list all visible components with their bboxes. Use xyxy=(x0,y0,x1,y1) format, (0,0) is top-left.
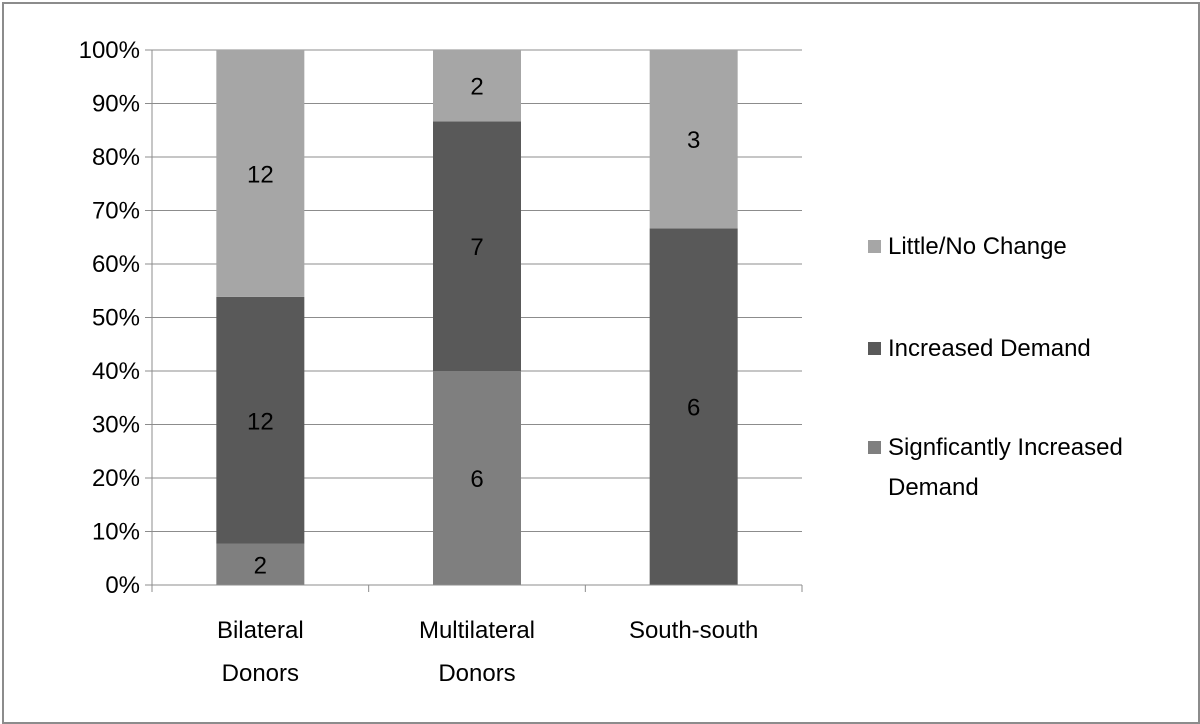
y-tick-label: 0% xyxy=(105,572,140,599)
y-tick-label: 50% xyxy=(92,305,140,332)
x-category-line: Donors xyxy=(222,660,299,687)
bar-segment xyxy=(216,543,305,585)
legend-label: Signficantly Increased Demand xyxy=(888,434,1123,501)
legend-label-line: Signficantly Increased xyxy=(888,434,1123,461)
legend-swatch xyxy=(868,441,881,454)
y-tick-label: 70% xyxy=(92,198,140,225)
data-label: 7 xyxy=(470,234,483,261)
legend-label: Increased Demand xyxy=(888,335,1091,362)
y-axis: 0% 10% 20% 30% 40% 50% 60% 70% 80% 90% 100% xyxy=(79,37,153,599)
bar-segment xyxy=(216,50,305,297)
bar-segment xyxy=(649,228,738,586)
x-category-line: South-south xyxy=(629,617,758,644)
data-label: 12 xyxy=(247,408,274,435)
x-category-label: Multilateral Donors xyxy=(419,617,535,687)
x-axis: Bilateral Donors Multilateral Donors South-s… xyxy=(151,584,803,687)
legend-swatch xyxy=(868,240,881,253)
x-category-line: Bilateral xyxy=(217,617,304,644)
y-tick-label: 60% xyxy=(92,251,140,278)
y-tick-label: 20% xyxy=(92,465,140,492)
y-tick-label: 10% xyxy=(92,519,140,546)
y-tick-label: 30% xyxy=(92,412,140,439)
x-category-label: Bilateral Donors xyxy=(217,617,304,687)
legend-label: Little/No Change xyxy=(888,233,1067,260)
y-tick-label: 40% xyxy=(92,358,140,385)
bar-segment xyxy=(433,371,521,585)
bar-segment xyxy=(433,121,521,371)
data-label: 2 xyxy=(254,552,267,579)
bar-segment xyxy=(216,296,305,544)
legend-label-line: Demand xyxy=(888,474,979,501)
stacked-bar-chart: 0% 10% 20% 30% 40% 50% 60% 70% 80% 90% 100% 2 12 12 6… xyxy=(79,37,1123,687)
x-category-line: Donors xyxy=(438,660,515,687)
bar-segment xyxy=(649,50,738,229)
data-label: 12 xyxy=(247,161,274,188)
x-category-label: South-south xyxy=(629,617,758,644)
y-tick-label: 90% xyxy=(92,91,140,118)
y-tick-label: 80% xyxy=(92,144,140,171)
data-label: 3 xyxy=(687,127,700,154)
legend-label-line: Little/No Change xyxy=(888,233,1067,260)
legend-label-line: Increased Demand xyxy=(888,335,1091,362)
data-label: 6 xyxy=(470,466,483,493)
data-label: 6 xyxy=(687,395,700,422)
data-label: 2 xyxy=(470,74,483,101)
legend-swatch xyxy=(868,342,881,355)
x-category-line: Multilateral xyxy=(419,617,535,644)
bars: 2 12 12 6 7 2 6 3 xyxy=(216,50,738,586)
y-tick-label: 100% xyxy=(79,37,140,64)
bar-segment xyxy=(433,50,521,122)
legend: Little/No Change Increased Demand Signfica… xyxy=(868,233,1123,501)
